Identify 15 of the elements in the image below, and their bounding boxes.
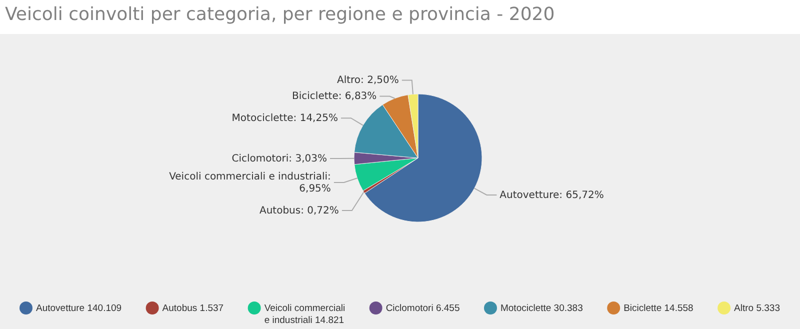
data-label: Ciclomotori: 3,03% — [232, 153, 327, 164]
data-label: Biciclette: 6,83% — [292, 90, 377, 102]
legend-label: Motociclette 30.383 — [500, 302, 583, 314]
data-label: Autovetture: 65,72% — [500, 190, 604, 201]
data-label: Altro: 2,50% — [337, 74, 399, 86]
legend-label: Ciclomotori 6.455 — [386, 302, 460, 314]
data-label: Autobus: 0,72% — [259, 205, 339, 216]
legend-label: Veicoli commerciali e industriali 14.821 — [264, 302, 346, 326]
chart-title: Veicoli coinvolti per categoria, per regione e provincia - 2020 — [5, 4, 555, 25]
data-label: Veicoli commerciali e industriali: 6,95% — [169, 171, 331, 194]
legend-label: Autobus 1.537 — [162, 302, 224, 314]
legend-label: Altro 5.333 — [734, 302, 780, 314]
legend-label: Biciclette 14.558 — [624, 302, 694, 314]
data-label: Motociclette: 14,25% — [232, 112, 338, 124]
legend-label: Autovetture 140.109 — [36, 302, 122, 314]
